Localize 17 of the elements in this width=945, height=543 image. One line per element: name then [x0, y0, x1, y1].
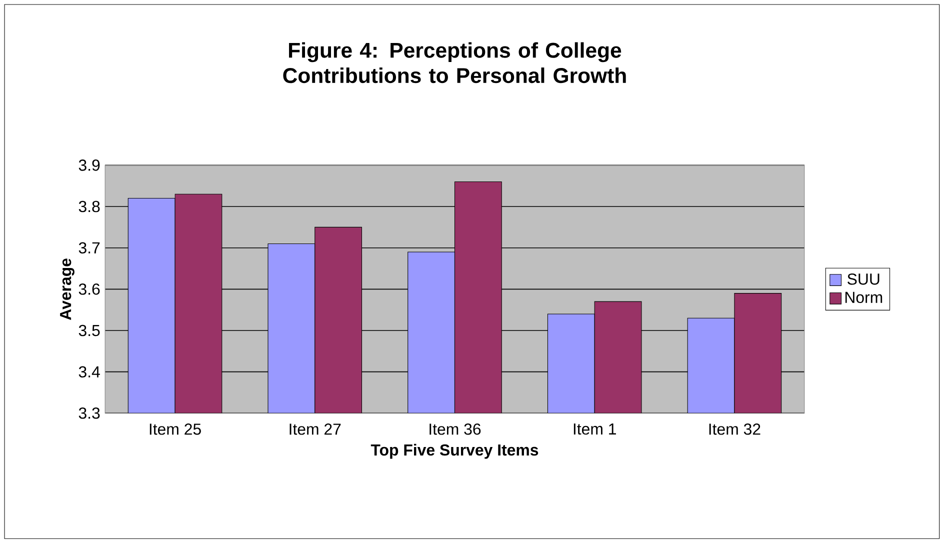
x-tick-label: Item 32	[709, 423, 760, 435]
y-tick-label: 3.3	[78, 407, 100, 419]
legend-label: Norm	[845, 292, 882, 303]
legend-label: SUU	[848, 273, 880, 285]
y-axis-title: Average	[60, 258, 74, 320]
y-tick-label: 3.8	[78, 200, 100, 212]
chart-title: Figure 4: Perceptions of College Contributions to Personal Growth	[283, 42, 626, 83]
x-axis-title: Top Five Survey Items	[370, 444, 538, 459]
x-tick-label: Item 27	[290, 423, 341, 435]
y-tick-label: 3.7	[78, 242, 100, 254]
x-tick-label: Item 25	[150, 423, 201, 435]
y-tick-label: 3.9	[78, 159, 100, 171]
y-tick-label: 3.5	[78, 324, 100, 336]
y-tick-label: 3.6	[78, 283, 100, 295]
x-tick-label: Item 36	[430, 423, 481, 435]
y-tick-label: 3.4	[78, 366, 100, 378]
x-tick-label: Item 1	[574, 423, 616, 435]
